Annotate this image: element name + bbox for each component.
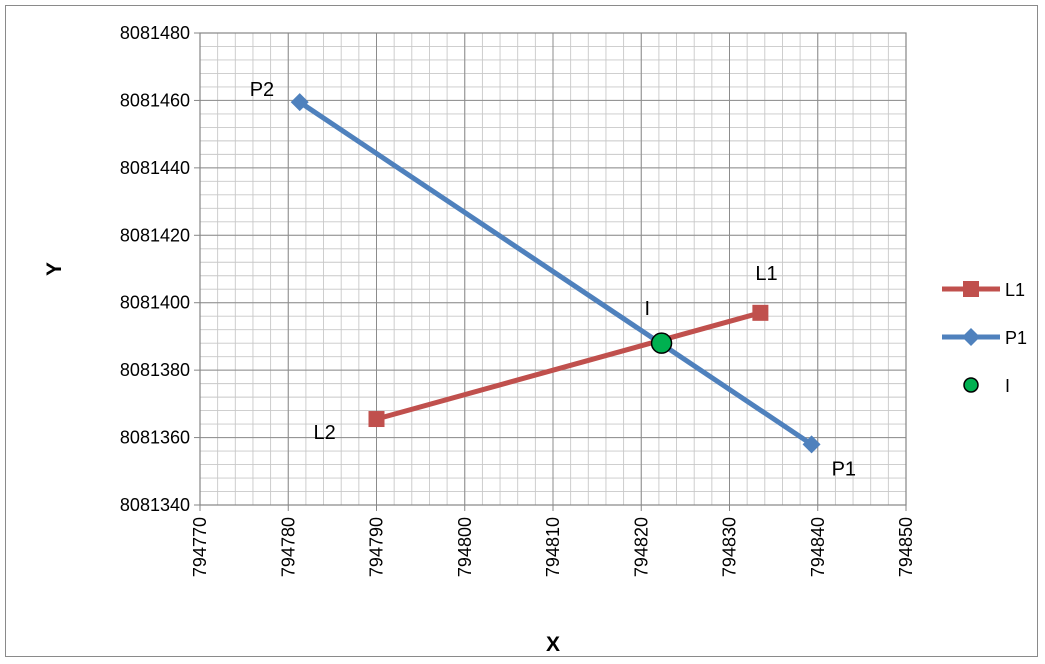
x-tick-label: 794820 [631,517,651,577]
y-tick-label: 8081360 [120,428,190,448]
data-point-l1 [752,304,769,321]
y-tick-label: 8081420 [120,225,190,245]
y-tick-label: 8081440 [120,158,190,178]
point-label-p2: P2 [250,79,274,101]
point-label-l1: L1 [755,263,777,285]
series-layer [290,93,821,454]
legend-item-l1: L1 [942,280,1025,300]
legend-marker [962,328,980,346]
legend-marker [963,281,979,297]
series-i [650,332,673,354]
legend-label: L1 [1005,280,1025,300]
y-axis-title: Y [43,262,66,276]
legend-label: I [1005,376,1010,396]
x-tick-label: 794790 [367,517,387,577]
x-tick-label: 794800 [455,517,475,577]
x-tick-label: 794830 [720,517,740,577]
series-l1 [368,304,769,428]
legend-marker [963,377,979,393]
point-annotations: P2 P1 L1 L2 I [250,79,856,480]
point-label-i: I [645,298,651,320]
series-p1 [290,93,821,454]
point-label-l2: L2 [314,422,336,444]
y-tick-label: 8081400 [120,293,190,313]
data-point-p1 [290,93,309,112]
point-label-p1: P1 [832,458,856,480]
data-point-l1 [368,411,385,428]
y-tick-label: 8081340 [120,495,190,515]
legend: L1 P1 I [942,280,1027,396]
legend-item-p1: P1 [942,328,1027,348]
x-tick-label: 794840 [808,517,828,577]
legend-label: P1 [1005,328,1027,348]
data-point-p1 [802,435,821,454]
plot-area-border [199,32,907,506]
legend-item-i: I [963,376,1010,396]
y-tick-label: 8081460 [120,90,190,110]
x-tick-label: 794770 [190,517,210,577]
series-line-p1 [298,100,813,447]
x-tick-label: 794780 [278,517,298,577]
x-axis-title: X [546,633,560,656]
y-tick-label: 8081380 [120,360,190,380]
x-tick-label: 794850 [896,517,916,577]
data-point-i [650,332,673,354]
y-tick-label: 8081480 [120,23,190,43]
series-line-l1 [375,310,762,422]
x-tick-labels: 794770 794780 794790 794800 794810 794820 7948… [190,517,916,577]
y-tick-labels: 8081340 8081360 8081380 8081400 8081420 80814… [120,23,190,515]
x-tick-label: 794810 [543,517,563,577]
